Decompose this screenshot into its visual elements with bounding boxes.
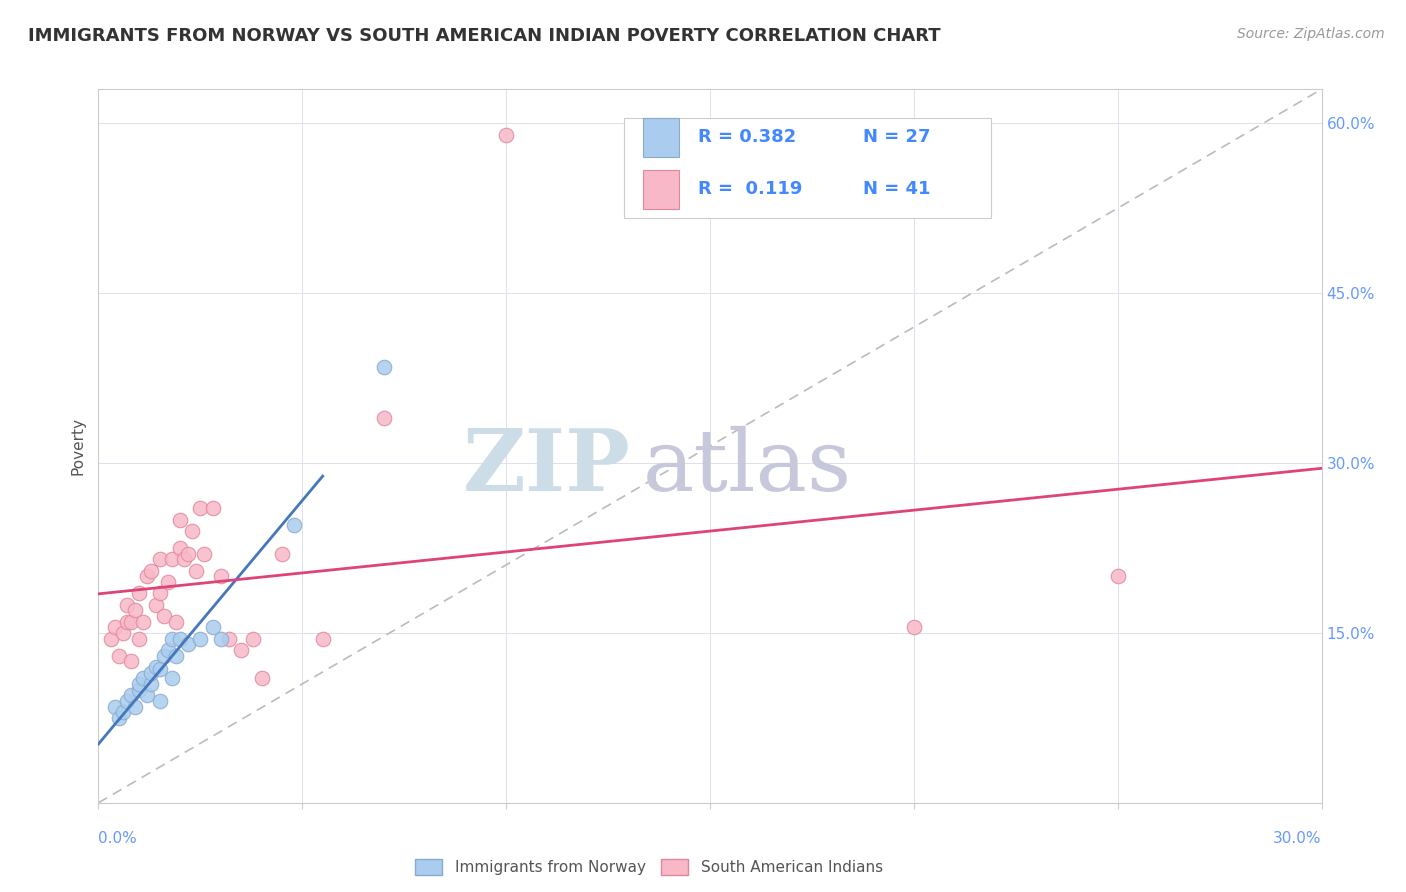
Point	[156, 643, 179, 657]
Point	[149, 586, 172, 600]
Y-axis label: Poverty: Poverty	[70, 417, 86, 475]
Point	[124, 603, 146, 617]
Text: 30.0%: 30.0%	[1274, 831, 1322, 847]
Point	[373, 359, 395, 374]
Text: ZIP: ZIP	[463, 425, 630, 509]
Point	[145, 660, 167, 674]
Point	[188, 632, 212, 646]
Point	[903, 620, 925, 634]
Point	[169, 632, 191, 646]
Text: IMMIGRANTS FROM NORWAY VS SOUTH AMERICAN INDIAN POVERTY CORRELATION CHART: IMMIGRANTS FROM NORWAY VS SOUTH AMERICAN…	[28, 27, 941, 45]
Point	[373, 410, 395, 425]
Point	[209, 569, 232, 583]
Point	[115, 615, 138, 629]
Point	[108, 711, 131, 725]
FancyBboxPatch shape	[643, 169, 679, 209]
Point	[141, 665, 163, 680]
FancyBboxPatch shape	[643, 118, 679, 157]
Point	[145, 598, 167, 612]
Point	[495, 128, 517, 142]
Text: 0.0%: 0.0%	[98, 831, 138, 847]
Point	[152, 648, 174, 663]
Point	[128, 586, 150, 600]
Text: N = 27: N = 27	[863, 128, 931, 146]
Point	[136, 688, 159, 702]
Point	[100, 632, 122, 646]
Point	[141, 677, 163, 691]
Point	[193, 547, 215, 561]
Point	[201, 620, 224, 634]
Point	[149, 552, 172, 566]
Point	[209, 632, 232, 646]
Text: R = 0.382: R = 0.382	[697, 128, 796, 146]
Point	[149, 694, 172, 708]
Point	[242, 632, 264, 646]
FancyBboxPatch shape	[624, 118, 991, 218]
Point	[111, 705, 134, 719]
Point	[169, 513, 191, 527]
Point	[111, 626, 134, 640]
Point	[120, 688, 142, 702]
Point	[181, 524, 204, 538]
Point	[177, 547, 200, 561]
Point	[173, 552, 195, 566]
Point	[120, 654, 142, 668]
Point	[108, 648, 131, 663]
Point	[149, 662, 172, 676]
Point	[115, 694, 138, 708]
Point	[231, 643, 253, 657]
Point	[165, 615, 187, 629]
Point	[160, 632, 183, 646]
Point	[165, 648, 187, 663]
Point	[120, 615, 142, 629]
Point	[152, 608, 174, 623]
Point	[160, 671, 183, 685]
Point	[218, 632, 240, 646]
Point	[128, 632, 150, 646]
Point	[250, 671, 273, 685]
Text: R =  0.119: R = 0.119	[697, 180, 803, 198]
Point	[132, 671, 155, 685]
Point	[124, 699, 146, 714]
Point	[186, 564, 208, 578]
Point	[270, 547, 294, 561]
Point	[115, 598, 138, 612]
Point	[1107, 569, 1129, 583]
Text: N = 41: N = 41	[863, 180, 931, 198]
Point	[132, 615, 155, 629]
Point	[160, 552, 183, 566]
Text: atlas: atlas	[643, 425, 852, 509]
Point	[201, 501, 224, 516]
Text: Source: ZipAtlas.com: Source: ZipAtlas.com	[1237, 27, 1385, 41]
Point	[128, 682, 150, 697]
Point	[104, 699, 127, 714]
Point	[104, 620, 127, 634]
Point	[169, 541, 191, 555]
Legend: Immigrants from Norway, South American Indians: Immigrants from Norway, South American I…	[409, 854, 889, 881]
Point	[188, 501, 212, 516]
Point	[283, 518, 305, 533]
Point	[312, 632, 335, 646]
Point	[128, 677, 150, 691]
Point	[136, 569, 159, 583]
Point	[141, 564, 163, 578]
Point	[156, 574, 179, 589]
Point	[177, 637, 200, 651]
